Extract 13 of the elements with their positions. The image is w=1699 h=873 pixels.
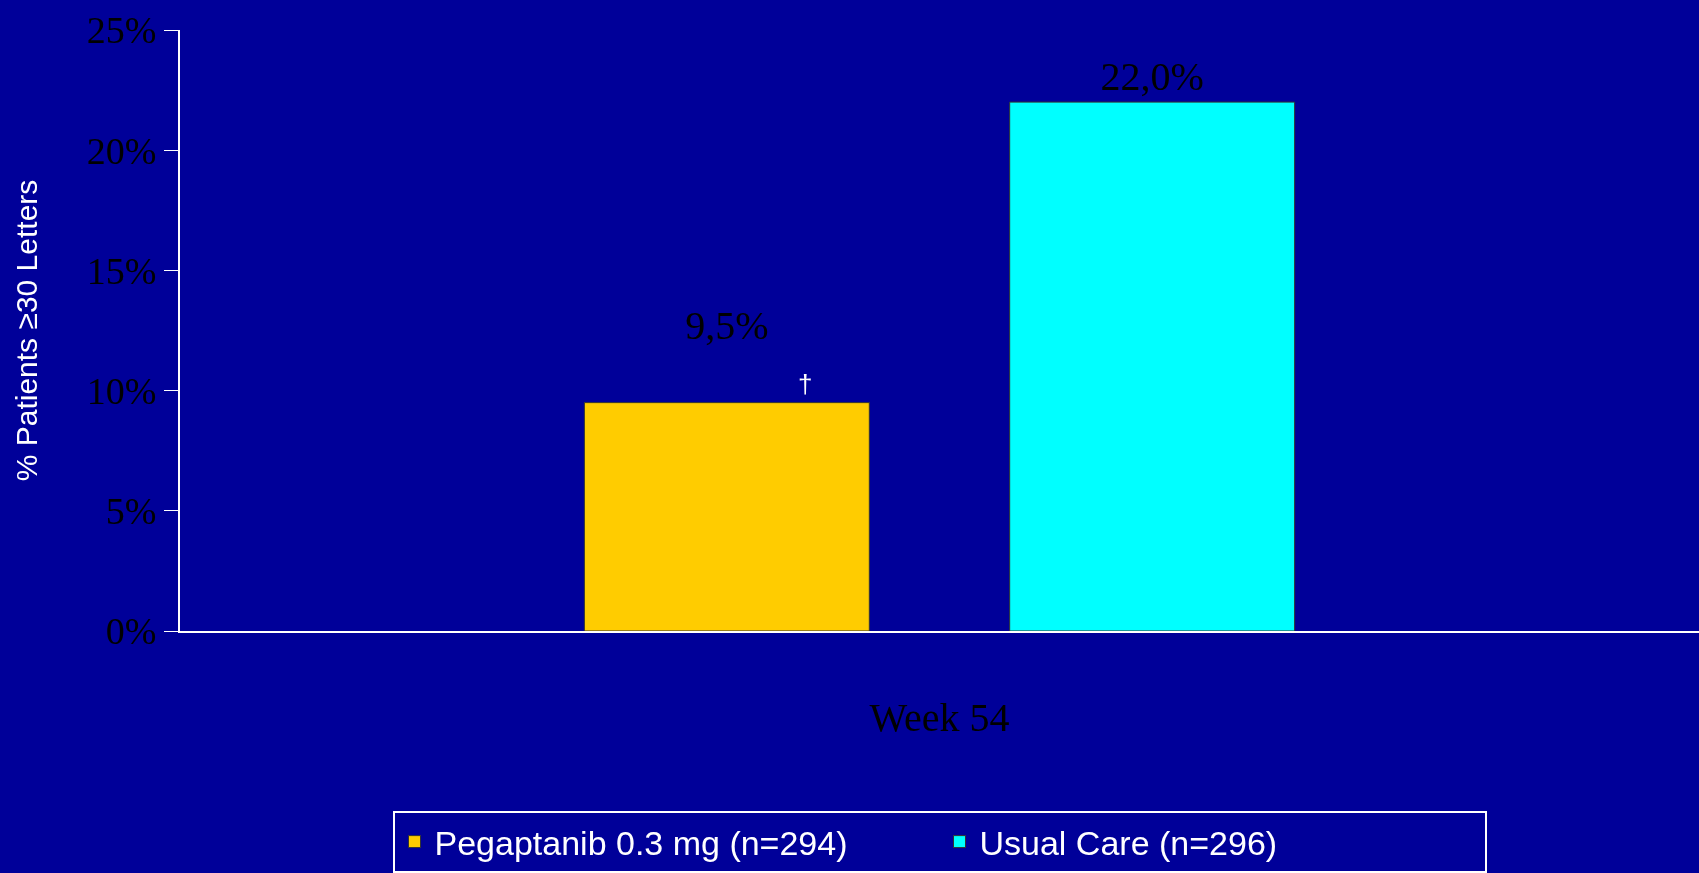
y-tick-label: 25% bbox=[86, 9, 157, 52]
y-tick-label: 10% bbox=[86, 369, 157, 412]
y-tick-label: 5% bbox=[105, 490, 157, 533]
y-tick-label: 0% bbox=[105, 610, 157, 653]
annotation: † bbox=[798, 369, 813, 399]
data-label: 22,0% bbox=[1100, 54, 1204, 100]
x-tick-label: Week 54 bbox=[869, 695, 1010, 740]
legend-label: Pegaptanib 0.3 mg (n=294) bbox=[434, 823, 848, 862]
legend-label: Usual Care (n=296) bbox=[979, 823, 1278, 862]
y-axis-title: % Patients ≥30 Letters bbox=[10, 179, 44, 482]
y-tick-label: 15% bbox=[86, 249, 157, 292]
data-label: 9,5% bbox=[685, 302, 769, 348]
y-tick-label: 20% bbox=[86, 129, 157, 172]
